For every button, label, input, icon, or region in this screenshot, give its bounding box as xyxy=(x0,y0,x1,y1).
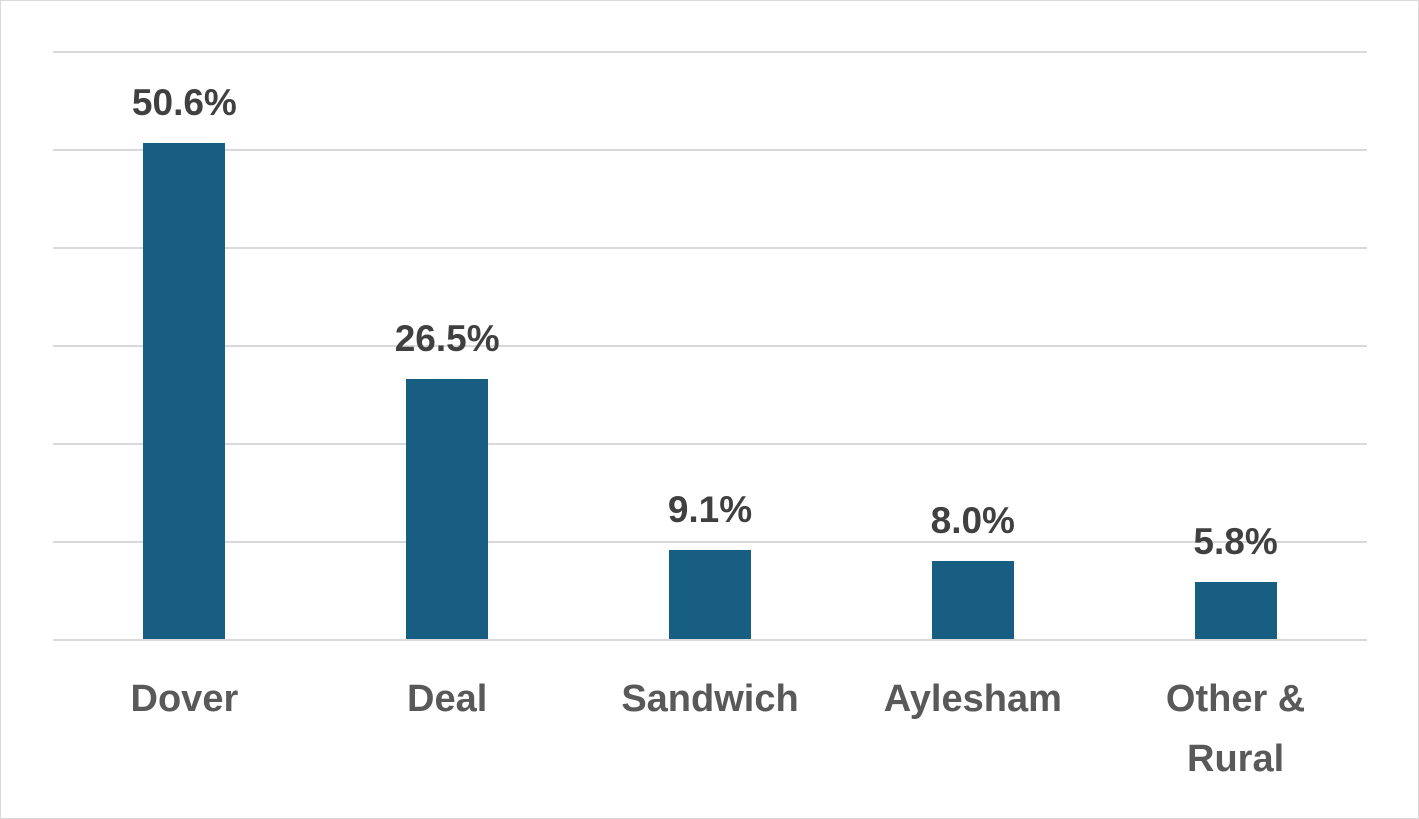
bar xyxy=(143,143,226,639)
bar xyxy=(1194,582,1277,639)
x-tick-label: Sandwich xyxy=(621,678,799,720)
grid-line xyxy=(53,443,1367,445)
x-tick-label: Dover xyxy=(130,678,239,720)
x-tick-label: Other & Rural xyxy=(1165,678,1306,780)
value-label: 5.8% xyxy=(1193,521,1278,563)
x-tick-label: Aylesham xyxy=(883,678,1062,720)
bar xyxy=(931,560,1014,639)
grid-line xyxy=(53,345,1367,347)
value-label: 8.0% xyxy=(930,499,1015,541)
bar xyxy=(669,549,751,639)
value-label: 50.6% xyxy=(131,82,237,124)
value-label: 26.5% xyxy=(394,318,500,360)
x-tick-label: Deal xyxy=(407,678,488,720)
grid-line xyxy=(53,639,1367,641)
bar xyxy=(406,379,489,639)
grid-line xyxy=(53,149,1367,151)
grid-line xyxy=(53,51,1367,53)
value-label: 9.1% xyxy=(667,488,753,530)
grid-line xyxy=(53,541,1367,543)
grid-line xyxy=(53,247,1367,249)
